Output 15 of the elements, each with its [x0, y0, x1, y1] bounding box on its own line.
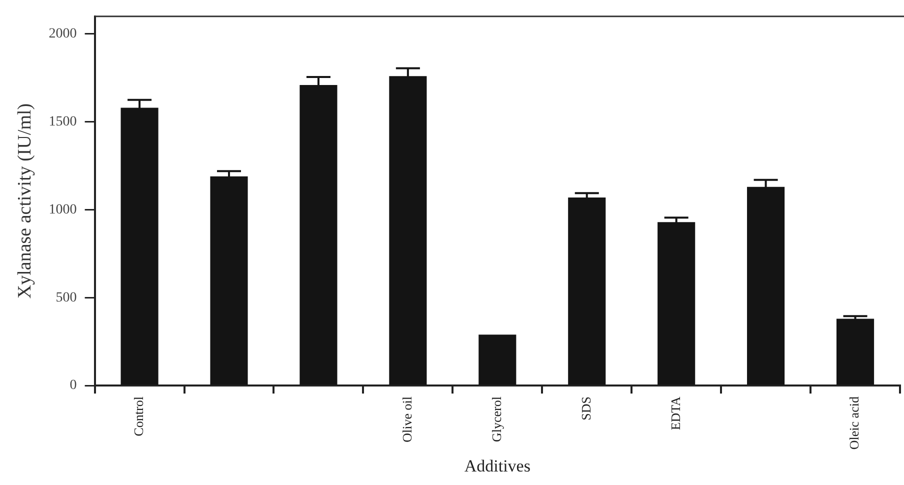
- x-tick-label: Oleic acid: [846, 396, 862, 450]
- x-tick-label: SDS: [578, 396, 594, 420]
- y-tick-label: 500: [56, 290, 77, 306]
- x-tick-label: EDTA: [668, 396, 683, 430]
- bar: [478, 334, 516, 385]
- y-tick-label: 1000: [48, 202, 77, 218]
- x-tick-label: Control: [130, 396, 146, 436]
- x-tick-label: Glycerol: [488, 396, 504, 442]
- x-tick-label: Olive oil: [399, 396, 414, 442]
- bar: [836, 318, 874, 385]
- y-tick-label: 2000: [48, 26, 77, 42]
- x-axis-title: Additives: [464, 456, 530, 476]
- y-axis-title: Xylanase activity (IU/ml): [14, 103, 36, 299]
- y-tick-label: 0: [70, 378, 77, 394]
- y-tick-label: 1500: [48, 114, 77, 130]
